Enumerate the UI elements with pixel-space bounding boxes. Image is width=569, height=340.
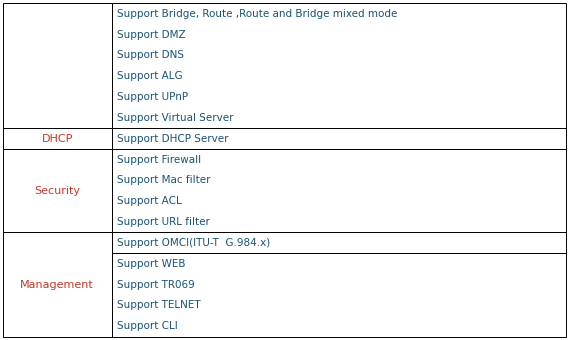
Bar [112, 149, 566, 233]
Text: Support ACL: Support ACL [117, 196, 182, 206]
Text: Support WEB: Support WEB [117, 259, 185, 269]
Bar [112, 233, 566, 253]
Bar [3, 149, 112, 233]
Text: Support Virtual Server: Support Virtual Server [117, 113, 234, 123]
Text: Support TR069: Support TR069 [117, 279, 195, 290]
Bar [3, 233, 112, 337]
Text: Security: Security [34, 186, 80, 196]
Text: Support DHCP Server: Support DHCP Server [117, 134, 229, 144]
Text: Support Firewall: Support Firewall [117, 155, 201, 165]
Text: Support UPnP: Support UPnP [117, 92, 188, 102]
Text: Support OMCI(ITU-T  G.984.x): Support OMCI(ITU-T G.984.x) [117, 238, 270, 248]
Bar [112, 253, 566, 337]
Text: Support Bridge, Route ,Route and Bridge mixed mode: Support Bridge, Route ,Route and Bridge … [117, 9, 398, 19]
Text: Support DNS: Support DNS [117, 50, 184, 61]
Bar [3, 128, 112, 149]
Text: Support Mac filter: Support Mac filter [117, 175, 211, 185]
Text: Support TELNET: Support TELNET [117, 300, 201, 310]
Bar [112, 128, 566, 149]
Text: Support DMZ: Support DMZ [117, 30, 186, 40]
Text: Management: Management [20, 279, 94, 290]
Text: Support URL filter: Support URL filter [117, 217, 210, 227]
Text: Support ALG: Support ALG [117, 71, 183, 81]
Text: DHCP: DHCP [42, 134, 73, 144]
Bar [3, 3, 112, 128]
Bar [112, 3, 566, 128]
Text: Support CLI: Support CLI [117, 321, 178, 331]
